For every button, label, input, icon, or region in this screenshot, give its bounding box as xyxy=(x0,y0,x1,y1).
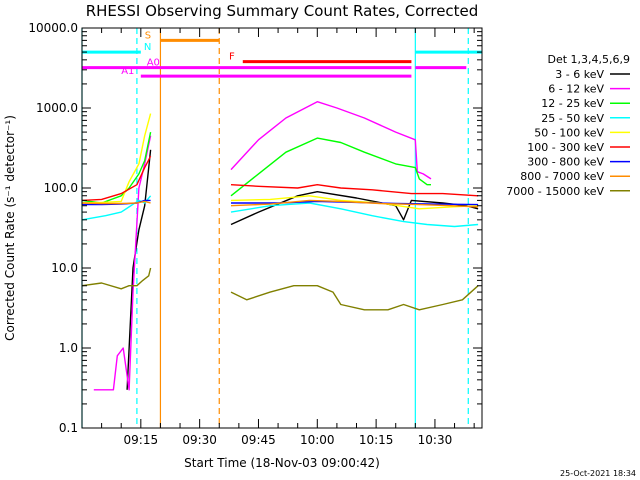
x-tick-label: 09:15 xyxy=(124,433,159,447)
series-0-segment-0 xyxy=(126,149,152,390)
series-2-segment-1 xyxy=(230,137,431,197)
series-7-segment-0 xyxy=(81,200,151,205)
series-4-segment-1 xyxy=(230,195,479,210)
series-5-segment-0 xyxy=(81,155,152,202)
y-tick-label: 10000.0 xyxy=(28,21,78,35)
series-3-segment-1 xyxy=(230,202,479,228)
x-tick-label: 09:45 xyxy=(241,433,276,447)
flag-label-F: F xyxy=(229,52,235,63)
x-tick-label: 10:15 xyxy=(359,433,394,447)
flag-label-N: N xyxy=(144,42,151,53)
y-tick-label: 10.0 xyxy=(51,261,78,275)
legend-label-3: 25 - 50 keV xyxy=(541,112,604,125)
y-tick-label: 0.1 xyxy=(59,421,78,435)
legend-label-8: 7000 - 15000 keV xyxy=(506,185,604,198)
data-series xyxy=(81,100,479,391)
legend-label-2: 12 - 25 keV xyxy=(541,97,604,110)
series-5-segment-1 xyxy=(230,183,479,197)
footer-date: 25-Oct-2021 18:34 xyxy=(560,469,636,478)
x-tick-label: 10:30 xyxy=(418,433,453,447)
x-axis-label: Start Time (18-Nov-03 09:00:42) xyxy=(184,456,380,470)
series-1-segment-1 xyxy=(230,100,432,180)
y-axis-ticks: 0.1 1.0 10.0 100.0 1000.0 10000.0 xyxy=(28,21,482,435)
flag-label-A0: A0 xyxy=(147,58,160,69)
x-axis-ticks: 09:15 09:30 09:45 10:00 10:15 10:30 xyxy=(101,28,475,447)
legend-title: Det 1,3,4,5,6,9 xyxy=(547,53,630,66)
series-7-segment-1 xyxy=(230,199,479,208)
legend-label-7: 800 - 7000 keV xyxy=(520,170,604,183)
series-8-segment-1 xyxy=(230,285,479,311)
legend-label-4: 50 - 100 keV xyxy=(534,126,604,139)
y-axis-label: Corrected Count Rate (s⁻¹ detector⁻¹) xyxy=(3,115,17,341)
legend-label-5: 100 - 300 keV xyxy=(527,141,604,154)
chart-title: RHESSI Observing Summary Count Rates, Co… xyxy=(86,2,479,20)
y-tick-label: 100.0 xyxy=(44,181,78,195)
flag-label-A1: A1 xyxy=(121,66,134,77)
legend-label-0: 3 - 6 keV xyxy=(555,68,604,81)
series-2-segment-0 xyxy=(81,131,152,204)
y-tick-label: 1.0 xyxy=(59,341,78,355)
flag-label-S: S xyxy=(145,30,151,41)
x-tick-label: 10:00 xyxy=(300,433,335,447)
x-tick-label: 09:30 xyxy=(182,433,217,447)
series-8-segment-0 xyxy=(81,267,152,290)
legend-label-1: 6 - 12 keV xyxy=(548,83,604,96)
series-4-segment-0 xyxy=(81,113,152,204)
plot-frame xyxy=(81,27,483,429)
legend-label-6: 300 - 800 keV xyxy=(527,156,604,169)
flag-bars: NS F A0 A1 xyxy=(82,30,482,78)
y-tick-label: 1000.0 xyxy=(36,101,78,115)
